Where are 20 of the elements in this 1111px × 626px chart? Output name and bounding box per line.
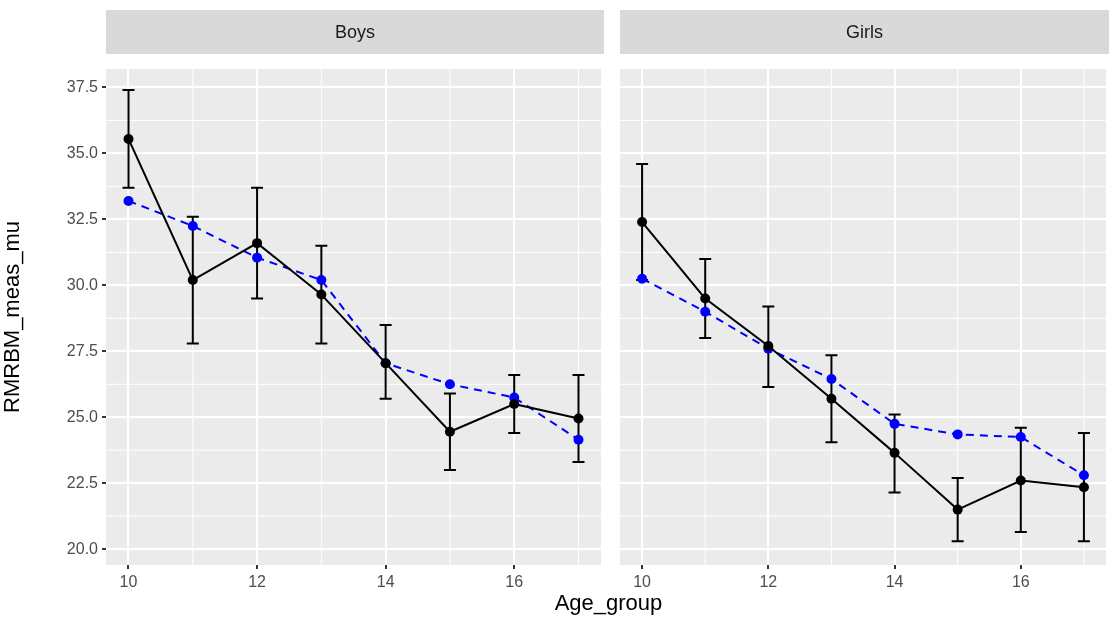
x-tick-label: 14: [885, 573, 904, 591]
y-axis-title: RMRBM_meas_mu: [0, 221, 25, 413]
x-tick-label: 16: [1011, 573, 1030, 591]
x-tick-label: 16: [505, 573, 524, 591]
x-tick-label: 10: [119, 573, 138, 591]
y-tick-label: 32.5: [66, 209, 99, 227]
x-tick-label: 14: [376, 573, 395, 591]
x-tick-label: 12: [759, 573, 778, 591]
chart-title: Girls: [620, 10, 1109, 54]
x-axis-title: Age_group: [553, 590, 664, 616]
y-tick-label: 35.0: [66, 143, 99, 161]
chart-title: Boys: [106, 10, 604, 54]
y-tick-label: 25.0: [66, 407, 99, 425]
y-tick-label: 37.5: [66, 77, 99, 95]
x-tick-label: 12: [248, 573, 267, 591]
x-tick-label: 10: [633, 573, 652, 591]
y-tick-label: 30.0: [66, 275, 99, 293]
y-tick-label: 20.0: [66, 539, 99, 557]
y-tick-label: 22.5: [66, 473, 99, 491]
y-tick-label: 27.5: [66, 341, 99, 359]
